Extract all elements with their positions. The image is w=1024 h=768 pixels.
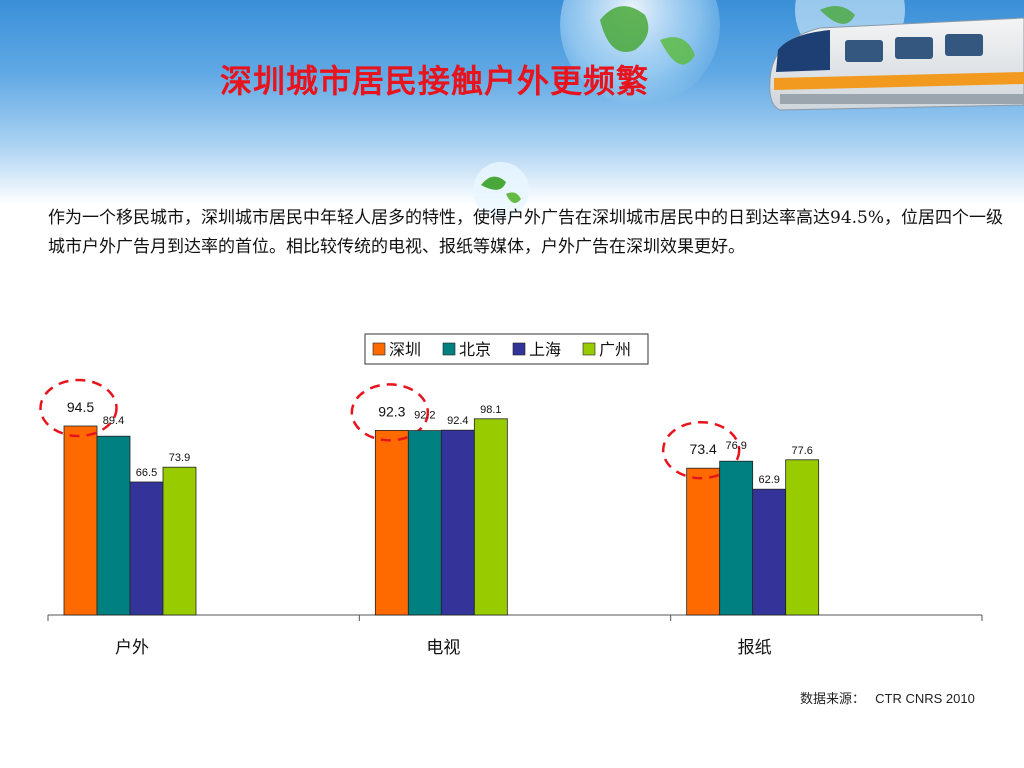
x-tick-label: 户外 xyxy=(115,638,149,658)
bar xyxy=(96,435,131,616)
legend-swatch xyxy=(372,342,386,356)
x-tick-label: 报纸 xyxy=(738,638,772,658)
data-label: 73.4 xyxy=(690,441,717,457)
bar xyxy=(374,430,409,616)
data-label: 92.2 xyxy=(414,410,435,422)
legend-swatch xyxy=(582,342,596,356)
bar xyxy=(752,488,787,616)
page-title: 深圳城市居民接触户外更频繁 xyxy=(220,62,650,100)
legend-swatch xyxy=(442,342,456,356)
data-label: 94.5 xyxy=(67,399,94,415)
bar xyxy=(63,425,98,616)
data-label: 62.9 xyxy=(758,474,779,486)
train-image xyxy=(769,17,1024,111)
bar xyxy=(162,466,197,616)
body-paragraph: 作为一个移民城市，深圳城市居民中年轻人居多的特性，使得户外广告在深圳城市居民中的… xyxy=(48,208,1004,257)
data-label: 77.6 xyxy=(791,445,812,457)
highlight-circle xyxy=(661,420,741,480)
bar xyxy=(473,418,508,616)
data-label: 66.5 xyxy=(136,467,157,479)
bar xyxy=(719,460,754,616)
bar xyxy=(129,481,164,616)
data-label: 98.1 xyxy=(480,404,501,416)
source-note: 数据来源： CTR CNRS 2010 xyxy=(800,688,975,707)
highlight-circle xyxy=(39,378,118,438)
legend-label: 深圳 xyxy=(389,340,421,359)
small-globe-icon xyxy=(473,162,529,218)
data-label: 92.3 xyxy=(378,403,405,419)
legend-label: 北京 xyxy=(459,340,491,359)
legend-label: 广州 xyxy=(599,340,631,359)
highlight-circle xyxy=(350,383,430,442)
legend-label: 上海 xyxy=(529,340,561,359)
bar xyxy=(785,459,820,616)
data-label: 89.4 xyxy=(103,415,124,427)
legend-box xyxy=(364,333,649,365)
x-tick-label: 电视 xyxy=(426,638,460,658)
legend-swatch xyxy=(512,342,526,356)
globe-decoration-icon xyxy=(560,0,720,105)
data-label: 76.9 xyxy=(725,440,746,452)
bar xyxy=(440,429,475,616)
source-value: CTR CNRS 2010 xyxy=(875,691,975,706)
data-label: 73.9 xyxy=(169,452,190,464)
data-label: 92.4 xyxy=(447,415,468,427)
bar xyxy=(407,430,442,616)
source-label: 数据来源： xyxy=(800,692,866,707)
bar-chart: 深圳 北京 上海 广州 94.5 89.4 66.5 73.9 户外 92.3 92.2 92.4 98… xyxy=(39,333,983,658)
bar xyxy=(686,467,721,616)
